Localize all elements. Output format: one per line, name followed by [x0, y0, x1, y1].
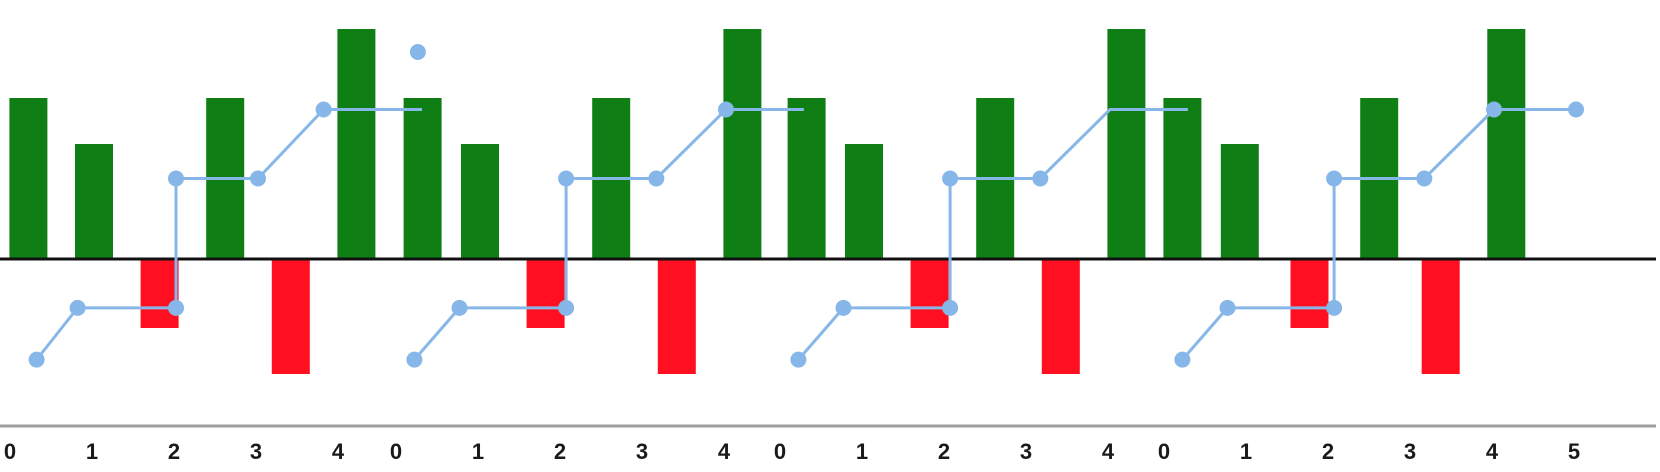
tick-label-p0-1: 1: [86, 439, 98, 464]
point-p2-1: [835, 299, 852, 316]
point-p1-4: [648, 170, 665, 187]
bar-p1-0: [403, 98, 442, 259]
point-p0-3: [168, 170, 184, 187]
point-p1-1: [451, 299, 468, 316]
bar-p1-4: [657, 259, 696, 374]
point-p1-2: [558, 299, 575, 316]
bar-p1-1: [461, 144, 499, 259]
bar-p3-1: [1220, 144, 1259, 259]
tick-label-p1-3: 3: [636, 439, 648, 464]
tick-label-p3-5: 5: [1568, 439, 1580, 464]
point-p3-6: [1568, 101, 1584, 118]
point-p3-0: [1174, 351, 1191, 368]
point-p1-0: [406, 351, 423, 368]
tick-label-p2-1: 1: [856, 439, 868, 464]
point-p3-3: [1326, 170, 1343, 187]
bar-p0-1: [75, 144, 113, 259]
point-p0-5: [315, 101, 332, 118]
tick-label-p3-4: 4: [1486, 439, 1499, 464]
point-p3-2: [1326, 299, 1343, 316]
tick-label-p1-4: 4: [718, 439, 731, 464]
bars-layer: [9, 29, 1526, 374]
tick-label-p0-2: 2: [168, 439, 180, 464]
point-p2-0: [790, 351, 807, 368]
point-p3-5: [1486, 101, 1502, 118]
tick-label-p1-0: 0: [390, 439, 402, 464]
point-p0-0: [28, 351, 45, 368]
point-p3-1: [1219, 299, 1236, 316]
extra-point-p0-0: [409, 44, 426, 60]
tick-label-p1-1: 1: [472, 439, 484, 464]
tick-label-p3-0: 0: [1158, 439, 1170, 464]
bar-p0-0: [9, 98, 48, 259]
point-p0-1: [69, 299, 86, 316]
markers-layer: [28, 44, 1584, 368]
bar-p2-2: [910, 259, 949, 328]
tick-label-p3-3: 3: [1404, 439, 1416, 464]
bar-p3-2: [1290, 259, 1329, 328]
tick-label-p0-0: 0: [4, 439, 16, 464]
point-p1-5: [718, 101, 734, 118]
point-p2-4: [1032, 170, 1049, 187]
bar-p1-2: [526, 259, 565, 328]
tick-label-p0-4: 4: [332, 439, 345, 464]
tick-label-p2-2: 2: [938, 439, 950, 464]
point-p2-3: [942, 170, 959, 187]
bar-p0-4: [271, 259, 310, 374]
bar-p2-4: [1041, 259, 1080, 374]
tick-label-p3-2: 2: [1322, 439, 1334, 464]
bar-p3-4: [1421, 259, 1460, 374]
point-p0-4: [250, 170, 266, 187]
point-p2-2: [942, 299, 959, 316]
bar-p3-5: [1487, 29, 1526, 259]
bar-p0-2: [140, 259, 179, 328]
tick-label-p2-0: 0: [774, 439, 786, 464]
bar-p2-0: [787, 98, 826, 259]
tick-label-p2-4: 4: [1102, 439, 1115, 464]
point-p0-2: [168, 299, 184, 316]
tick-label-p2-3: 3: [1020, 439, 1032, 464]
tick-label-p1-2: 2: [554, 439, 566, 464]
bar-p0-5: [337, 29, 376, 259]
tick-label-p3-1: 1: [1240, 439, 1252, 464]
bar-p2-1: [845, 144, 883, 259]
point-p3-4: [1416, 170, 1433, 187]
bar-p1-5: [723, 29, 762, 259]
tick-label-p0-3: 3: [250, 439, 262, 464]
point-p1-3: [558, 170, 575, 187]
tick-labels-layer: 0 1 2 3 4 0 1 2 3 4 0 1 2 3 4 0 1 2 3 4 5: [4, 439, 1580, 464]
bar-p2-5: [1107, 29, 1146, 259]
bar-p3-0: [1163, 98, 1202, 259]
